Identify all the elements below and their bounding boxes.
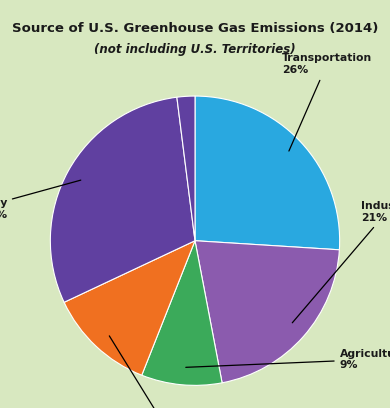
Wedge shape [195, 96, 340, 250]
Text: (not including U.S. Territories): (not including U.S. Territories) [94, 43, 296, 56]
Text: Transportation
26%: Transportation 26% [282, 53, 372, 151]
Wedge shape [195, 241, 339, 383]
Text: Commercial and Residential
12%: Commercial and Residential 12% [95, 336, 266, 408]
Text: Agriculture
9%: Agriculture 9% [186, 348, 390, 370]
Text: Electricity
30%: Electricity 30% [0, 180, 81, 220]
Wedge shape [142, 241, 222, 386]
Wedge shape [177, 96, 195, 241]
Wedge shape [50, 97, 195, 302]
Wedge shape [64, 241, 195, 375]
Text: Industry
21%: Industry 21% [292, 201, 390, 323]
Text: Source of U.S. Greenhouse Gas Emissions (2014): Source of U.S. Greenhouse Gas Emissions … [12, 22, 378, 35]
